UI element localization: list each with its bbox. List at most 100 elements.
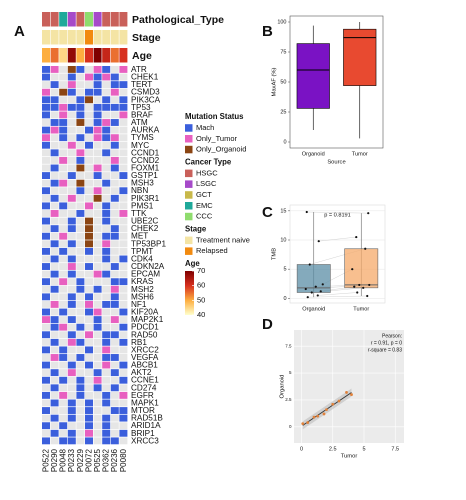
mutation-cell (76, 187, 85, 195)
mutation-cell (59, 88, 68, 96)
colorbar-tick-label: 40 (197, 310, 205, 319)
mutation-cell (67, 217, 76, 225)
mutation-cell (50, 316, 59, 324)
mutation-cell (85, 300, 93, 308)
annotation-cell (85, 12, 93, 27)
mutation-cell (110, 126, 119, 134)
mutation-cell (119, 414, 128, 422)
mutation-cell (67, 354, 76, 361)
gene-label: BRIP1 (131, 429, 155, 438)
mutation-cell (67, 255, 76, 263)
annotation-cell (110, 12, 119, 27)
mutation-cell (42, 414, 50, 422)
mutation-cell (119, 66, 128, 73)
mutation-cell (59, 103, 68, 111)
mutation-cell (93, 376, 102, 384)
mutation-cell (50, 263, 59, 270)
mutation-cell (93, 361, 102, 369)
point (325, 408, 328, 412)
mutation-cell (85, 134, 93, 142)
mutation-cell (110, 81, 119, 89)
y-tick-label: 0 (283, 139, 286, 145)
mutation-cell (50, 300, 59, 308)
mutation-cell (85, 338, 93, 346)
annotation-label: Pathological_Type (132, 14, 224, 26)
box (344, 248, 379, 289)
colorbar-tick-label: 50 (197, 295, 205, 304)
mutation-cell (102, 194, 111, 202)
mutation-cell (93, 66, 102, 73)
mutation-cell (59, 361, 68, 369)
point (358, 283, 361, 287)
annotation-cell (102, 30, 111, 45)
mutation-cell (50, 96, 59, 104)
mutation-cell (93, 194, 102, 202)
mutation-cell (50, 210, 59, 217)
mutation-cell (119, 81, 128, 89)
mutation-cell (42, 225, 50, 233)
legend-swatch (185, 212, 193, 221)
mutation-cell (76, 338, 85, 346)
mutation-cell (67, 285, 76, 293)
panel-label: D (262, 316, 273, 333)
mutation-cell (93, 103, 102, 111)
mutation-cell (93, 149, 102, 157)
mutation-cell (50, 414, 59, 422)
mutation-cell (85, 346, 93, 354)
mutation-cell (59, 316, 68, 324)
mutation-cell (102, 361, 111, 369)
mutation-cell (76, 217, 85, 225)
mutation-cell (110, 422, 119, 430)
mutation-cell (85, 81, 93, 89)
mutation-cell (102, 354, 111, 361)
mutation-cell (67, 119, 76, 126)
gene-label: CSMD3 (131, 88, 160, 97)
annotation-cell (42, 12, 50, 27)
mutation-cell (119, 354, 128, 361)
annotation-cell (42, 48, 50, 63)
mutation-cell (102, 172, 111, 179)
mutation-cell (85, 111, 93, 119)
gene-label: MTOR (131, 406, 155, 415)
mutation-cell (102, 217, 111, 225)
mutation-cell (85, 103, 93, 111)
annotation-cell (102, 12, 111, 27)
gene-label: EPCAM (131, 270, 160, 279)
panel-label: A (14, 23, 25, 40)
mutation-cell (76, 308, 85, 316)
mutation-cell (42, 81, 50, 89)
annotation-cell (102, 48, 111, 63)
point (351, 268, 354, 271)
mutation-cell (50, 331, 59, 339)
mutation-cell (119, 391, 128, 399)
mutation-cell (50, 247, 59, 255)
point (364, 247, 367, 250)
gene-label: ATR (131, 65, 147, 74)
mutation-cell (102, 232, 111, 240)
mutation-cell (85, 240, 93, 248)
mutation-cell (76, 407, 85, 414)
annotation-cell (42, 30, 50, 45)
mutation-cell (76, 179, 85, 187)
y-tick-label: 25 (280, 109, 286, 115)
mutation-cell (50, 437, 59, 445)
mutation-cell (42, 376, 50, 384)
mutation-cell (102, 96, 111, 104)
mutation-cell (42, 354, 50, 361)
mutation-cell (119, 384, 128, 392)
mutation-cell (102, 399, 111, 407)
y-tick-label: 5 (283, 267, 286, 273)
mutation-cell (110, 103, 119, 111)
mutation-cell (76, 210, 85, 217)
legend-swatch (185, 180, 193, 188)
mutation-cell (110, 263, 119, 270)
mutation-cell (76, 103, 85, 111)
gene-label: MAPK1 (131, 398, 159, 407)
mutation-cell (102, 88, 111, 96)
point (321, 283, 324, 286)
legend-swatch (185, 202, 193, 210)
mutation-cell (67, 164, 76, 172)
gene-label: TYMS (131, 133, 154, 142)
mutation-cell (119, 270, 128, 278)
mutation-cell (42, 338, 50, 346)
